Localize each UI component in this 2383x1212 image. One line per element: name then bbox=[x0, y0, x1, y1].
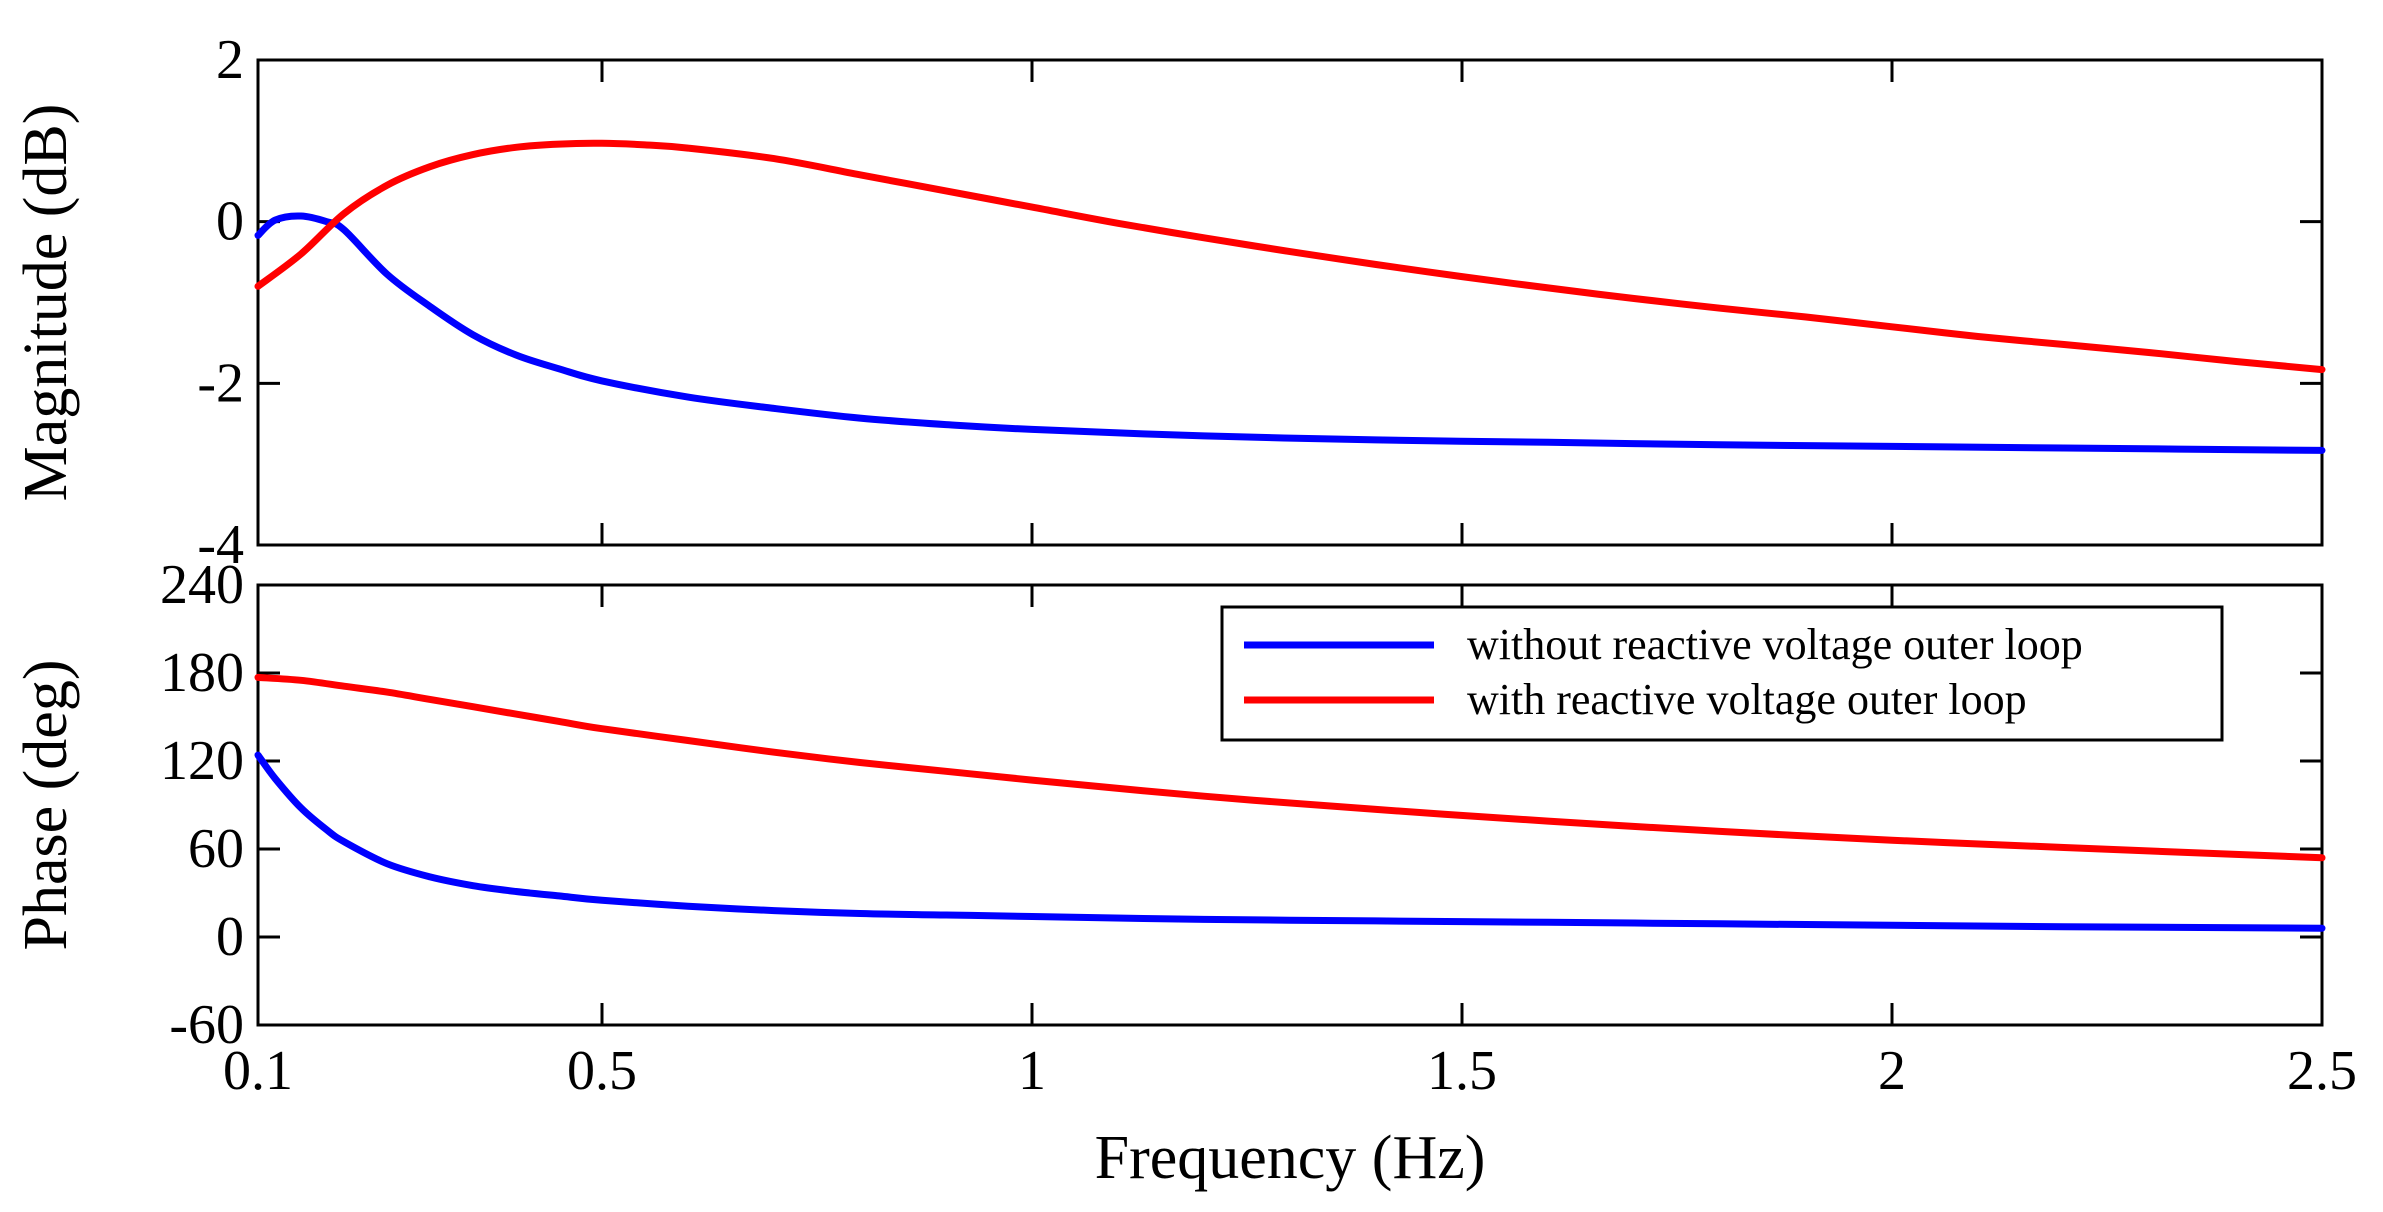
magnitude-axes-frame bbox=[256, 58, 2324, 547]
legend-label-with-loop: with reactive voltage outer loop bbox=[1467, 675, 2027, 724]
magnitude-ytick-label: -2 bbox=[197, 352, 244, 414]
magnitude-panel: 2 0 -2 -4 Magnitude (dB) bbox=[12, 29, 2326, 576]
magnitude-ytick-label: 0 bbox=[216, 191, 244, 253]
phase-xtick-label: 1 bbox=[1018, 1040, 1046, 1102]
legend: without reactive voltage outer loop with … bbox=[1220, 605, 2224, 742]
phase-ytick-label: -60 bbox=[169, 994, 244, 1056]
phase-ytick-label: 180 bbox=[160, 642, 244, 704]
phase-xlabel: Frequency (Hz) bbox=[1095, 1124, 1486, 1192]
magnitude-ytick-label: -4 bbox=[197, 514, 244, 576]
legend-label-without-loop: without reactive voltage outer loop bbox=[1467, 620, 2083, 669]
phase-axes-frame bbox=[256, 583, 2324, 1027]
phase-xtick-label: 2.5 bbox=[2287, 1040, 2357, 1102]
phase-ytick-label: 120 bbox=[160, 730, 244, 792]
phase-xtick-label: 2 bbox=[1878, 1040, 1906, 1102]
magnitude-series-line-with-loop bbox=[254, 139, 2326, 374]
magnitude-ytick-label: 2 bbox=[216, 29, 244, 91]
phase-ylabel: Phase (deg) bbox=[12, 660, 80, 951]
legend-box bbox=[1220, 605, 2224, 742]
phase-ytick-label: 0 bbox=[216, 906, 244, 968]
phase-series-line-with-loop bbox=[254, 673, 2326, 862]
phase-series-line-without-loop bbox=[254, 751, 2326, 932]
magnitude-ylabel: Magnitude (dB) bbox=[12, 104, 80, 502]
magnitude-series-line-without-loop bbox=[254, 212, 2326, 454]
phase-ytick-label: 60 bbox=[188, 818, 244, 880]
phase-xtick-label: 0.1 bbox=[223, 1040, 293, 1102]
phase-ytick-label: 240 bbox=[160, 554, 244, 616]
phase-panel: 240 180 120 60 0 -600.1 0.5 1 1.5 2 2.5 Phase (deg)… bbox=[12, 554, 2357, 1192]
phase-xtick-label: 0.5 bbox=[567, 1040, 637, 1102]
phase-xtick-label: 1.5 bbox=[1427, 1040, 1497, 1102]
